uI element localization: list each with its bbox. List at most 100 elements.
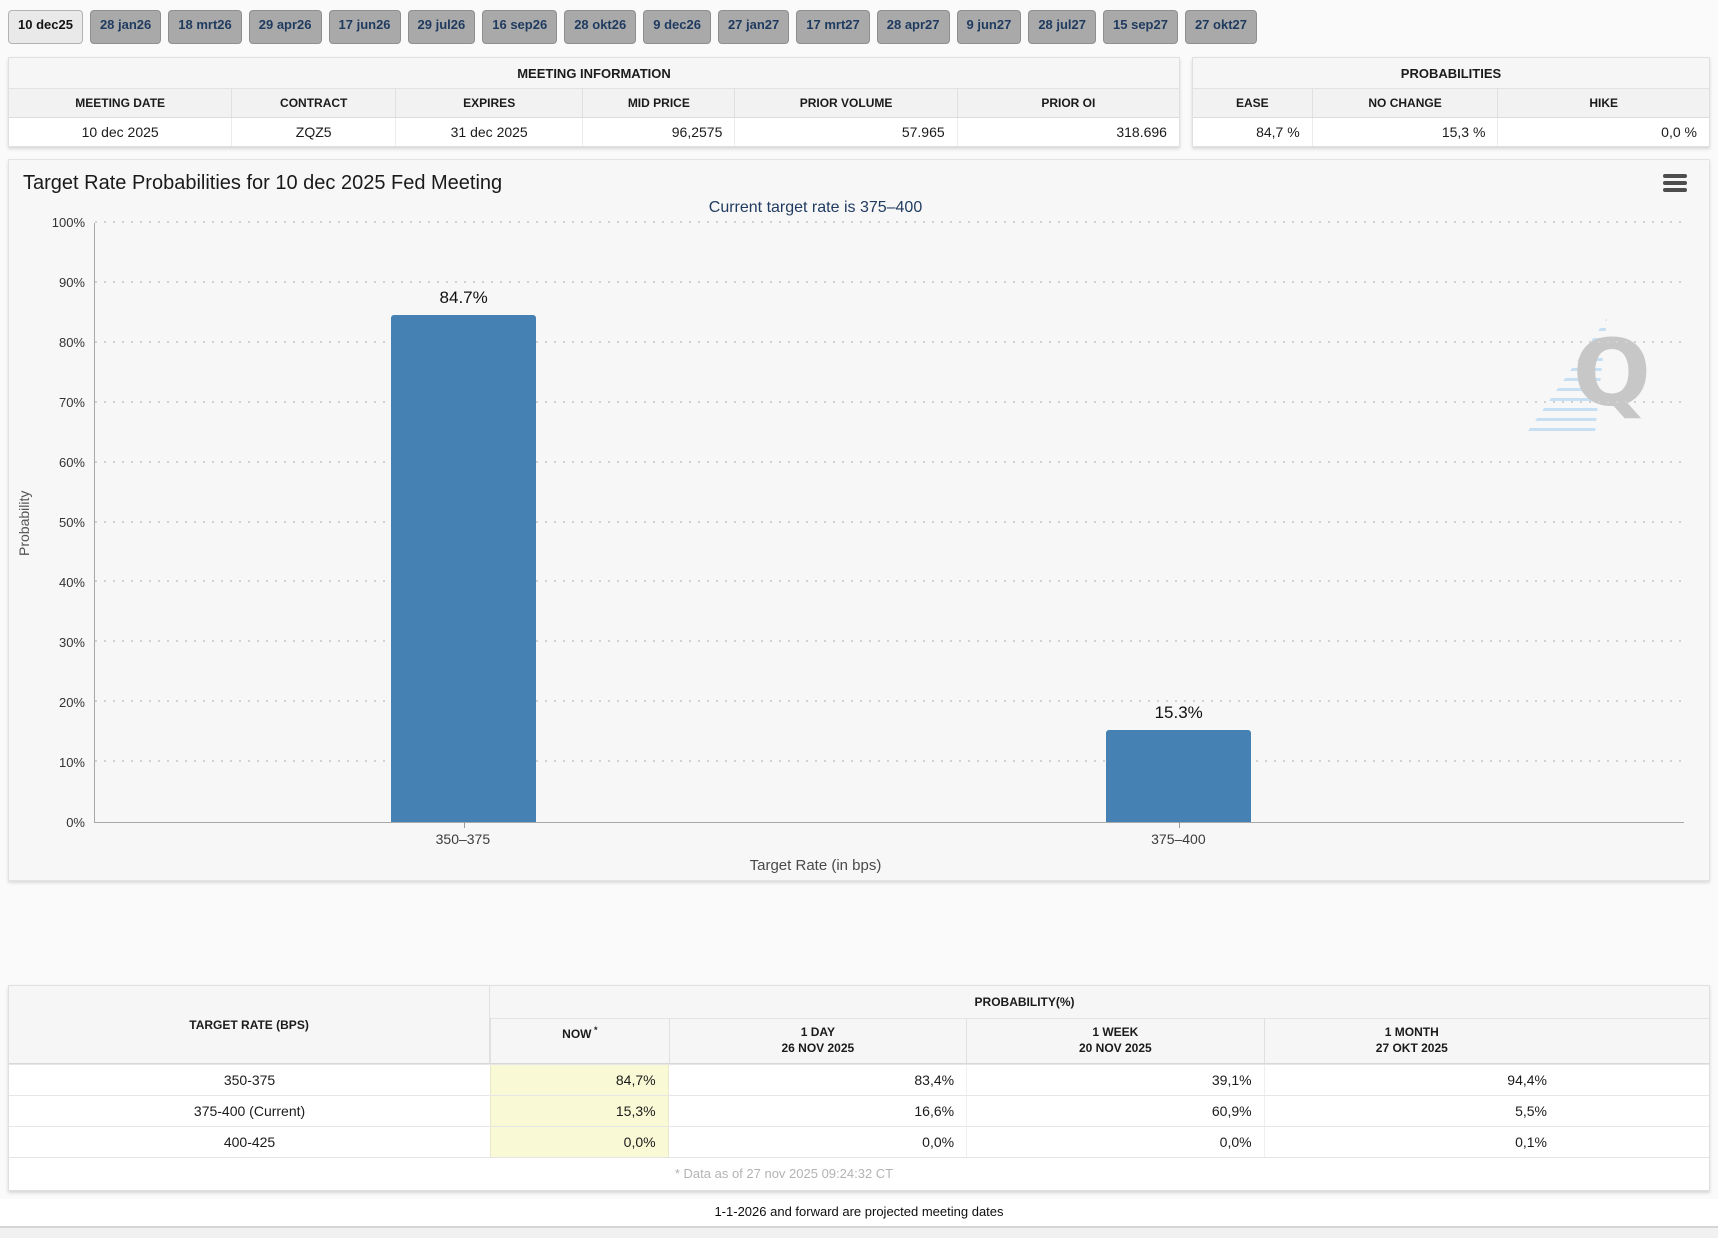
- cell-target-rate: 400-425: [223, 1134, 276, 1151]
- hamburger-bar: [1663, 188, 1687, 192]
- meeting-col-prior-volume: PRIOR VOLUME: [734, 89, 956, 117]
- target-rate-column-header: TARGET RATE (BPS): [9, 986, 491, 1064]
- y-tick-20: 20%: [58, 695, 85, 710]
- tab-9-dec26[interactable]: 9 dec26: [643, 10, 711, 44]
- col-header-now: NOW *: [490, 1018, 669, 1064]
- y-tick-60: 60%: [58, 455, 85, 470]
- table-row-350-375: 350-375 84,7% 83,4% 39,1% 94,4%: [9, 1064, 1709, 1096]
- gridline-100: [95, 221, 1684, 223]
- probability-table-body: 350-375 84,7% 83,4% 39,1% 94,4% 375-400 (Curr…: [9, 1064, 1709, 1158]
- col-header-day: 1 DAY 26 NOV 2025: [668, 1018, 967, 1064]
- y-tick-100: 100%: [51, 215, 85, 230]
- x-tick: [1178, 822, 1180, 828]
- col-header-month: 1 MONTH 27 OKT 2025: [1263, 1018, 1709, 1064]
- tab-29-apr26[interactable]: 29 apr26: [248, 10, 322, 44]
- tab-28-jan26[interactable]: 28 jan26: [89, 10, 162, 44]
- chart-title: Target Rate Probabilities for 10 dec 202…: [23, 172, 503, 194]
- bar-375–400[interactable]: [1106, 730, 1251, 822]
- y-tick-50: 50%: [58, 515, 85, 530]
- tab-28-apr27[interactable]: 28 apr27: [876, 10, 950, 44]
- gridline-80: [95, 340, 1684, 343]
- probabilities-data-row: 84,7 % 15,3 % 0,0 %: [1193, 118, 1709, 146]
- prob-value: 0,0 %: [1497, 118, 1709, 146]
- tab-10-dec25[interactable]: 10 dec25: [8, 10, 83, 44]
- tab-16-sep26[interactable]: 16 sep26: [482, 10, 558, 44]
- y-tick-90: 90%: [58, 275, 85, 290]
- meeting-information-panel: MEETING INFORMATION MEETING DATE CONTRACT…: [8, 57, 1180, 147]
- tab-9-jun27[interactable]: 9 jun27: [956, 10, 1022, 44]
- tab-17-jun26[interactable]: 17 jun26: [328, 10, 401, 44]
- y-tick-70: 70%: [58, 395, 85, 410]
- cell-1-month: 5,5%: [1263, 1096, 1709, 1127]
- quikstrike-watermark: Q: [1529, 318, 1659, 438]
- prob-col-no-change: NO CHANGE: [1311, 89, 1498, 117]
- cell-1-day: 83,4%: [914, 1072, 955, 1089]
- meeting-col-mid-price: MID PRICE: [582, 89, 734, 117]
- meeting-value: 10 dec 2025: [81, 124, 159, 140]
- probability-group-header: PROBABILITY(%): [974, 995, 1075, 1009]
- hamburger-bar: [1663, 181, 1687, 185]
- x-axis-label: Target Rate (in bps): [749, 857, 882, 874]
- gridline-40: [95, 580, 1684, 583]
- cell-now: 15,3%: [490, 1096, 669, 1127]
- gridline-20: [95, 700, 1684, 703]
- probabilities-header-row: EASE NO CHANGE HIKE: [1193, 88, 1709, 118]
- cell-now: 84,7%: [490, 1065, 669, 1096]
- probability-table-header: TARGET RATE (BPS) PROBABILITY(%) NOW * 1 …: [9, 986, 1709, 1065]
- prob-value: 15,3 %: [1311, 118, 1498, 146]
- cell-1-week: 39,1%: [966, 1065, 1264, 1096]
- cell-1-week: 0,0%: [966, 1127, 1264, 1158]
- meeting-col-expires: EXPIRES: [395, 89, 582, 117]
- chart-panel: Target Rate Probabilities for 10 dec 202…: [8, 159, 1710, 881]
- tab-15-sep27[interactable]: 15 sep27: [1103, 10, 1178, 44]
- meeting-col-prior-oi: PRIOR OI: [956, 89, 1179, 117]
- meeting-value: 31 dec 2025: [395, 118, 582, 146]
- cell-target-rate: 350-375: [223, 1072, 276, 1089]
- cell-1-week: 60,9%: [966, 1096, 1264, 1127]
- meeting-information-title: MEETING INFORMATION: [9, 58, 1179, 88]
- bar-value-label: 15.3%: [1154, 703, 1203, 723]
- watermark-hatch-icon: [1517, 318, 1607, 436]
- data-as-of-footnote: * Data as of 27 nov 2025 09:24:32 CT: [9, 1157, 1709, 1191]
- cell-1-month: 94,4%: [1263, 1065, 1709, 1096]
- cell-1-day: 16,6%: [914, 1103, 955, 1120]
- bar-350–375[interactable]: [391, 314, 536, 822]
- x-category-label: 350–375: [435, 831, 491, 847]
- gridline-30: [95, 640, 1684, 643]
- gridline-10: [95, 760, 1684, 763]
- probability-table-panel: TARGET RATE (BPS) PROBABILITY(%) NOW * 1 …: [8, 985, 1710, 1192]
- bottom-strip: [0, 1228, 1718, 1238]
- bar-value-label: 84.7%: [439, 287, 488, 307]
- y-axis-label: Probability: [16, 490, 32, 556]
- gridline-50: [95, 520, 1684, 523]
- tab-28-jul27[interactable]: 28 jul27: [1028, 10, 1097, 44]
- table-row-375-400-(Current): 375-400 (Current) 15,3% 16,6% 60,9% 5,5%: [9, 1095, 1709, 1127]
- probabilities-panel: PROBABILITIES EASE NO CHANGE HIKE 84,7 % 15…: [1192, 57, 1710, 147]
- meeting-col-contract: CONTRACT: [231, 89, 395, 117]
- y-tick-40: 40%: [58, 575, 85, 590]
- tab-17-mrt27[interactable]: 17 mrt27: [796, 10, 870, 44]
- tab-28-okt26[interactable]: 28 okt26: [564, 10, 637, 44]
- cell-1-day: 0,0%: [922, 1134, 955, 1151]
- probabilities-title: PROBABILITIES: [1193, 58, 1709, 88]
- gridline-60: [95, 460, 1684, 463]
- hamburger-menu-icon[interactable]: [1663, 174, 1687, 195]
- plot-area: Q 84.7% 15.3%: [94, 221, 1684, 828]
- x-axis-category-labels: 350–375 375–400: [94, 831, 1684, 851]
- hamburger-bar: [1663, 174, 1687, 178]
- tab-29-jul26[interactable]: 29 jul26: [407, 10, 476, 44]
- y-tick-10: 10%: [58, 755, 85, 770]
- meeting-information-header-row: MEETING DATE CONTRACT EXPIRES MID PRICE PRIO…: [9, 88, 1179, 118]
- gridline-70: [95, 400, 1684, 403]
- y-tick-0: 0%: [66, 815, 85, 830]
- gridline-90: [95, 280, 1684, 283]
- meeting-value: 57.965: [734, 118, 956, 146]
- meeting-value: 96,2575: [582, 118, 734, 146]
- tab-27-okt27[interactable]: 27 okt27: [1184, 10, 1257, 44]
- y-tick-80: 80%: [58, 335, 85, 350]
- tab-18-mrt26[interactable]: 18 mrt26: [168, 10, 242, 44]
- cell-now: 0,0%: [490, 1127, 669, 1158]
- tab-27-jan27[interactable]: 27 jan27: [717, 10, 790, 44]
- meeting-value: ZQZ5: [231, 118, 395, 146]
